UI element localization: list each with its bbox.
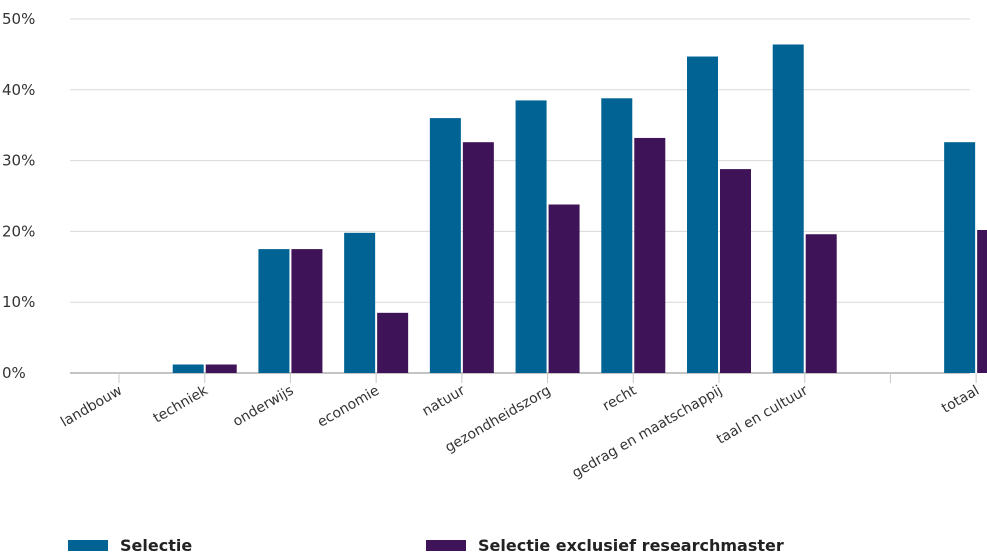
bar <box>205 364 237 373</box>
legend-label-selectie-exclusief: Selectie exclusief researchmaster <box>478 536 784 555</box>
bar <box>548 204 580 373</box>
bar <box>634 137 666 373</box>
y-tick-label: 10% <box>2 293 35 311</box>
y-tick-label: 50% <box>2 10 35 28</box>
bar <box>258 249 290 373</box>
legend-item-selectie: Selectie <box>68 536 192 555</box>
legend-label-selectie: Selectie <box>120 536 193 555</box>
bar <box>687 56 718 374</box>
bar <box>515 100 547 374</box>
bar <box>462 142 494 373</box>
bar <box>805 234 837 373</box>
x-tick-label: gedrag en maatschappij <box>570 383 725 482</box>
y-tick-label: 40% <box>2 81 35 99</box>
x-tick-label: techniek <box>151 382 212 426</box>
bar <box>944 142 976 373</box>
bar <box>344 232 376 373</box>
bar <box>429 118 461 374</box>
bar-chart: 0% 10% 20% 30% 40% 50% landbouw techniek onderwi… <box>2 10 987 482</box>
x-tick-label: recht <box>600 382 640 414</box>
bar <box>601 98 633 374</box>
legend-swatch-selectie <box>68 540 108 551</box>
bar <box>720 169 751 373</box>
x-tick-label: totaal <box>939 383 982 417</box>
x-tick-label: taal en cultuur <box>714 382 811 447</box>
x-tick-label: natuur <box>420 382 468 419</box>
x-tick-label: landbouw <box>58 383 125 431</box>
bar <box>772 44 804 373</box>
legend-item-selectie-exclusief: Selectie exclusief researchmaster <box>426 536 784 555</box>
bar <box>377 312 409 373</box>
bar <box>172 364 204 373</box>
bar <box>977 229 987 373</box>
legend: Selectie Selectie exclusief researchmast… <box>0 536 987 555</box>
bar <box>291 249 323 373</box>
y-tick-label: 20% <box>2 222 35 240</box>
y-tick-label: 30% <box>2 152 35 170</box>
x-tick-label: economie <box>315 383 382 431</box>
y-tick-label: 0% <box>2 364 26 382</box>
legend-swatch-selectie-exclusief <box>426 540 466 551</box>
x-tick-label: onderwijs <box>230 383 296 430</box>
